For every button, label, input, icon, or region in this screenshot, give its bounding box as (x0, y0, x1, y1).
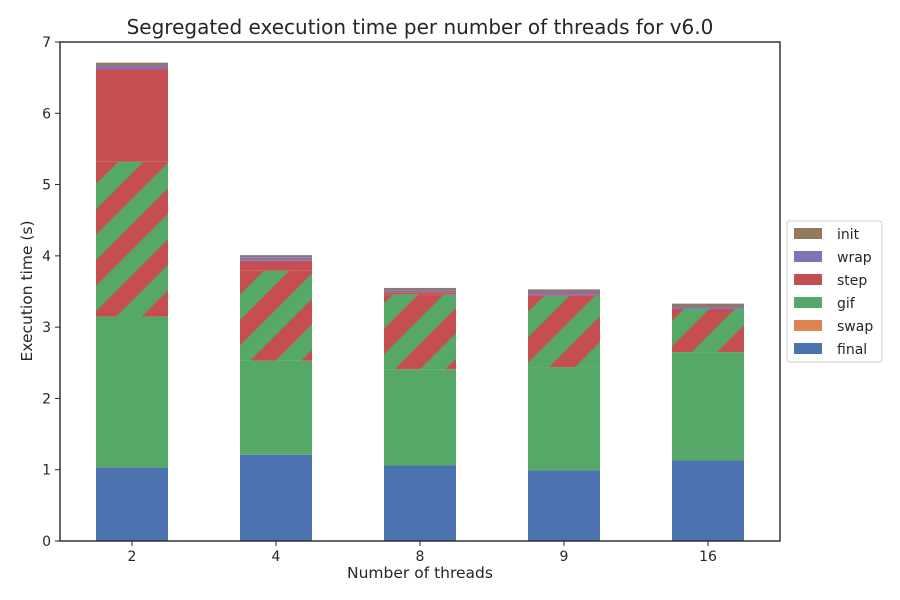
bar-gif-step-8 (384, 294, 456, 370)
bar-step-9 (528, 294, 600, 296)
legend-label-step: step (837, 273, 867, 289)
bar-final-9 (528, 470, 600, 541)
chart-title: Segregated execution time per number of … (127, 15, 714, 39)
bar-final-8 (384, 465, 456, 541)
legend-label-final: final (837, 342, 867, 358)
bar-final-16 (672, 460, 744, 541)
bar-step-2 (96, 69, 168, 162)
bar-init-4 (240, 255, 312, 258)
bar-init-16 (672, 303, 744, 307)
y-axis-title: Execution time (s) (18, 220, 36, 361)
bar-gif-2 (96, 316, 168, 468)
x-tick-label: 8 (416, 549, 425, 565)
bar-gif-step-2 (96, 161, 168, 317)
bars-layer (96, 62, 744, 541)
legend-swatch-swap (794, 320, 822, 331)
bar-gif-step-9 (528, 295, 600, 368)
bar-final-4 (240, 454, 312, 541)
bar-wrap-8 (384, 290, 456, 293)
legend-swatch-wrap (794, 251, 822, 262)
y-tick-label: 0 (42, 534, 51, 550)
legend-label-init: init (837, 227, 860, 243)
x-axis-title: Number of threads (347, 564, 493, 582)
legend-swatch-init (794, 228, 822, 239)
bar-init-8 (384, 287, 456, 291)
bar-gif-16 (672, 352, 744, 461)
x-tick-label: 2 (128, 549, 137, 565)
y-tick-label: 7 (42, 35, 51, 51)
x-tick-label: 16 (699, 549, 717, 565)
bar-wrap-2 (96, 65, 168, 70)
legend-frame (786, 220, 883, 363)
bar-gif-8 (384, 369, 456, 466)
y-tick-label: 5 (42, 178, 51, 194)
x-tick-label: 4 (272, 549, 281, 565)
y-tick-label: 3 (42, 320, 51, 336)
bar-final-2 (96, 467, 168, 541)
y-tick-label: 6 (42, 106, 51, 122)
legend-swatch-final (794, 343, 822, 354)
bar-gif-step-4 (240, 270, 312, 361)
bar-init-2 (96, 62, 168, 66)
bar-gif-4 (240, 360, 312, 455)
legend-label-swap: swap (837, 319, 873, 335)
bar-init-9 (528, 289, 600, 292)
bar-gif-9 (528, 367, 600, 471)
y-tick-label: 1 (42, 463, 51, 479)
legend: init wrap step gif swap final (786, 220, 883, 363)
legend-swatch-gif (794, 297, 822, 308)
legend-swatch-step (794, 274, 822, 285)
x-tick-label: 9 (560, 549, 569, 565)
y-tick-label: 4 (42, 249, 51, 265)
bar-wrap-9 (528, 291, 600, 295)
y-tick-label: 2 (42, 391, 51, 407)
bar-step-8 (384, 292, 456, 295)
x-axis-ticks: 2 4 8 9 16 (128, 541, 717, 565)
y-axis-ticks: 0 1 2 3 4 5 6 7 (42, 35, 60, 550)
bar-wrap-4 (240, 257, 312, 261)
bar-step-4 (240, 260, 312, 271)
legend-label-wrap: wrap (837, 250, 872, 266)
legend-label-gif: gif (837, 296, 856, 312)
bar-wrap-16 (672, 306, 744, 309)
bar-gif-step-16 (672, 308, 744, 353)
